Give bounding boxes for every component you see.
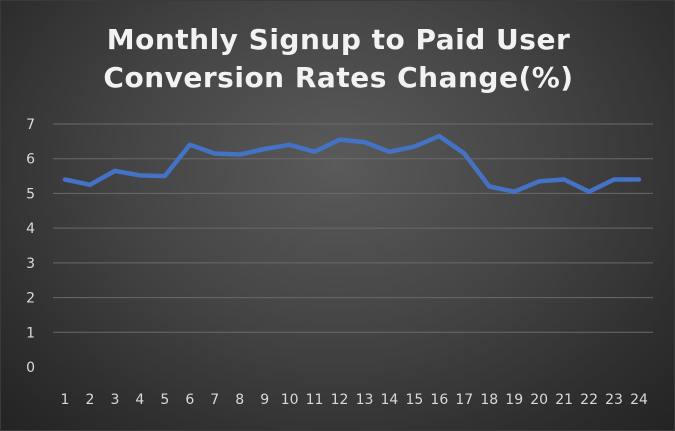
- data-point: [114, 170, 116, 172]
- data-point: [613, 179, 615, 181]
- x-tick-label: 19: [505, 392, 523, 408]
- x-tick-label: 4: [135, 392, 144, 408]
- y-tick-label: 4: [26, 221, 35, 237]
- x-tick-label: 10: [281, 392, 299, 408]
- x-tick-label: 7: [210, 392, 219, 408]
- series-layer: [62, 133, 642, 194]
- y-tick-label: 1: [26, 325, 35, 341]
- data-point: [264, 148, 266, 150]
- data-point: [388, 151, 390, 153]
- data-point: [339, 139, 341, 141]
- x-tick-label: 13: [356, 392, 374, 408]
- data-point: [438, 135, 440, 137]
- data-point: [164, 175, 166, 177]
- y-tick-label: 5: [26, 186, 35, 202]
- x-axis-ticks: 1 2 3 4 5 6 7 8 9 10 11 12 13 14 15 16 17 18 19 20 21 22 23 24: [61, 392, 648, 408]
- x-tick-label: 2: [85, 392, 94, 408]
- x-tick-label: 24: [630, 392, 648, 408]
- y-tick-label: 6: [26, 152, 35, 168]
- x-tick-label: 16: [430, 392, 448, 408]
- x-tick-label: 11: [306, 392, 324, 408]
- data-point: [64, 179, 66, 181]
- y-tick-label: 7: [26, 117, 35, 133]
- x-tick-label: 9: [260, 392, 269, 408]
- series-line: [62, 133, 642, 194]
- y-tick-label: 2: [26, 291, 35, 307]
- x-tick-label: 5: [160, 392, 169, 408]
- data-point: [89, 184, 91, 186]
- data-point: [638, 179, 640, 181]
- x-tick-label: 20: [530, 392, 548, 408]
- data-point: [563, 179, 565, 181]
- y-axis-ticks: 0 1 2 3 4 5 6 7: [26, 117, 35, 376]
- x-tick-label: 1: [61, 392, 70, 408]
- data-point: [588, 191, 590, 193]
- data-point: [139, 174, 141, 176]
- x-tick-label: 3: [110, 392, 119, 408]
- x-tick-label: 21: [555, 392, 573, 408]
- chart-title: Monthly Signup to Paid User Conversion R…: [1, 21, 675, 97]
- x-tick-label: 15: [405, 392, 423, 408]
- data-point: [463, 153, 465, 155]
- data-point: [538, 180, 540, 182]
- chart-title-line-2: Conversion Rates Change(%): [103, 61, 574, 94]
- data-point: [413, 146, 415, 148]
- data-point: [363, 141, 365, 143]
- x-tick-label: 22: [580, 392, 598, 408]
- x-tick-label: 17: [455, 392, 473, 408]
- y-tick-label: 0: [26, 360, 35, 376]
- data-point: [214, 153, 216, 155]
- data-point: [488, 185, 490, 187]
- data-point: [314, 151, 316, 153]
- data-point: [289, 144, 291, 146]
- data-point: [189, 144, 191, 146]
- data-point: [513, 191, 515, 193]
- chart-title-line-1: Monthly Signup to Paid User: [106, 23, 571, 56]
- data-point: [239, 154, 241, 156]
- y-tick-label: 3: [26, 256, 35, 272]
- x-tick-label: 6: [185, 392, 194, 408]
- x-tick-label: 12: [331, 392, 349, 408]
- x-tick-label: 18: [480, 392, 498, 408]
- gridlines: [53, 123, 653, 333]
- x-tick-label: 14: [381, 392, 399, 408]
- x-tick-label: 23: [605, 392, 623, 408]
- x-tick-label: 8: [235, 392, 244, 408]
